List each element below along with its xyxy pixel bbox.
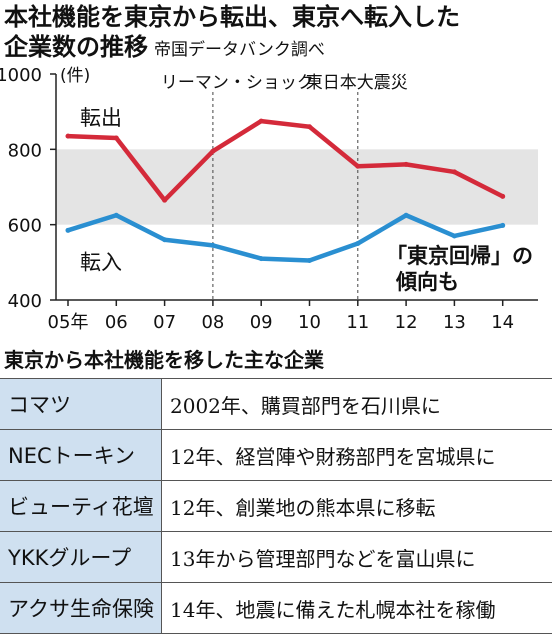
company-name: アクサ生命保険 <box>0 582 162 634</box>
y-tick-label-400: 400 <box>8 291 42 312</box>
chart-title: 本社機能を東京から転出、東京へ転入した 企業数の推移 帝国データバンク調べ <box>4 2 552 65</box>
series-line-1 <box>65 213 505 263</box>
series-label-in: 転入 <box>80 250 122 274</box>
title-line-2-text: 企業数の推移 <box>4 33 148 61</box>
title-line-1: 本社機能を東京から転出、東京へ転入した <box>4 3 460 31</box>
x-tick-label-0: 05年 <box>48 312 89 333</box>
x-tick-label-5: 10 <box>298 312 321 333</box>
series-0-point-1 <box>113 135 119 141</box>
event-label-0: リーマン・ショック <box>161 73 314 93</box>
company-description: 2002年、購買部門を石川県に <box>161 378 552 430</box>
series-0-point-6 <box>355 163 361 169</box>
series-1-point-9 <box>500 222 506 228</box>
series-0-point-2 <box>162 197 168 203</box>
company-description: 14年、地震に備えた札幌本社を稼働 <box>161 582 552 634</box>
series-1-point-6 <box>355 241 361 246</box>
table-row: YKKグループ 13年から管理部門などを富山県に <box>0 531 552 583</box>
series-line-0 <box>65 118 505 203</box>
y-unit-label: (件) <box>60 66 90 86</box>
series-1-point-3 <box>210 242 216 248</box>
company-description: 12年、経営陣や財務部門を宮城県に <box>161 429 552 481</box>
series-1-point-5 <box>307 257 312 263</box>
series-0-point-3 <box>210 148 216 154</box>
company-name: コマツ <box>0 378 162 430</box>
x-tick-label-7: 12 <box>395 312 418 333</box>
shaded-band <box>56 149 538 225</box>
x-tick-label-1: 06 <box>105 312 128 333</box>
table-row: ビューティ花壇 12年、創業地の熊本県に移転 <box>0 480 552 532</box>
series-1-point-2 <box>162 237 168 243</box>
table-row: コマツ 2002年、購買部門を石川県に <box>0 378 552 430</box>
series-0-point-9 <box>500 193 506 199</box>
x-tick-label-8: 13 <box>443 312 466 333</box>
series-0-point-8 <box>451 169 457 175</box>
companies-title: 東京から本社機能を移した主な企業 <box>4 348 324 372</box>
x-tick-label-4: 09 <box>250 312 273 333</box>
series-0-point-7 <box>403 161 409 167</box>
company-description: 12年、創業地の熊本県に移転 <box>161 480 552 532</box>
event-label-1: 東日本大震災 <box>306 73 408 93</box>
table-row: アクサ生命保険 14年、地震に備えた札幌本社を稼働 <box>0 582 552 634</box>
series-1-point-4 <box>258 256 264 262</box>
series-1-point-0 <box>65 227 71 233</box>
series-1-point-1 <box>113 212 119 218</box>
company-description: 13年から管理部門などを富山県に <box>161 531 552 583</box>
y-tick-label-600: 600 <box>8 216 42 237</box>
companies-table: コマツ 2002年、購買部門を石川県に NECトーキン 12年、経営陣や財務部門を宮城… <box>0 378 552 634</box>
company-name: NECトーキン <box>0 429 162 481</box>
y-tick-label-800: 800 <box>8 140 42 161</box>
series-0-point-4 <box>258 118 264 124</box>
x-tick-label-9: 14 <box>491 312 514 333</box>
table-row: NECトーキン 12年、経営陣や財務部門を宮城県に <box>0 429 552 481</box>
series-label-out: 転出 <box>80 106 122 130</box>
source-note: 帝国データバンク調べ <box>154 40 325 60</box>
company-name: YKKグループ <box>0 531 162 583</box>
annotation-line-1: 「東京回帰」の <box>386 244 533 268</box>
x-tick-label-6: 11 <box>346 312 369 333</box>
title-line-2: 企業数の推移 帝国データバンク調べ <box>4 32 552 65</box>
line-chart: 400 600 800 1000 (件) 05年 06 07 08 09 10 11 12 13 14 リーマ… <box>0 65 538 333</box>
series-1-point-7 <box>403 212 409 218</box>
series-1-point-8 <box>451 233 457 239</box>
annotation-line-2: 傾向も <box>395 270 459 294</box>
y-tick-label-1000: 1000 <box>0 65 42 86</box>
x-tick-label-2: 07 <box>153 312 176 333</box>
company-name: ビューティ花壇 <box>0 480 162 532</box>
x-tick-label-3: 08 <box>201 312 224 333</box>
series-0-point-5 <box>307 124 312 130</box>
series-0-point-0 <box>65 133 71 139</box>
